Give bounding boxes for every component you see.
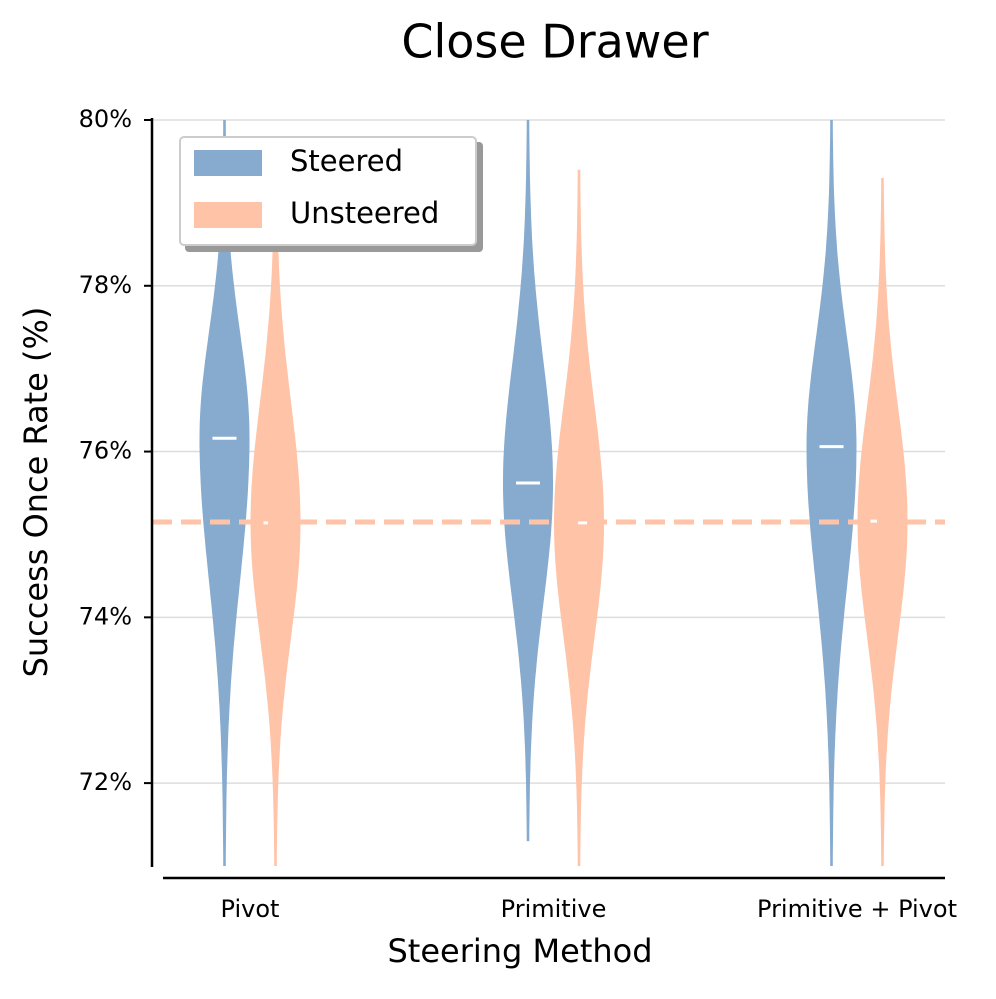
violin [554,169,604,866]
legend-label: Unsteered [290,196,439,230]
y-axis-label: Success Once Rate (%) [17,307,55,678]
y-tick-label: 80% [79,105,132,133]
legend-label: Steered [290,144,403,178]
violin [806,120,857,866]
x-tick-label: Pivot [221,895,280,923]
chart-title: Close Drawer [401,15,708,69]
x-tick-label: Primitive [501,895,607,923]
y-tick-label: 74% [79,602,132,630]
y-tick-label: 78% [79,271,132,299]
x-axis-label: Steering Method [387,932,652,970]
legend-swatch [194,150,262,176]
legend-swatch [194,202,262,228]
y-tick-label: 76% [79,437,132,465]
y-tick-label: 72% [79,768,132,796]
violin [503,120,553,842]
plot-area [152,120,945,866]
x-tick-label: Primitive + Pivot [757,895,957,923]
violin [250,161,301,866]
violin [199,120,250,866]
legend: Steered Unsteered [179,136,483,252]
